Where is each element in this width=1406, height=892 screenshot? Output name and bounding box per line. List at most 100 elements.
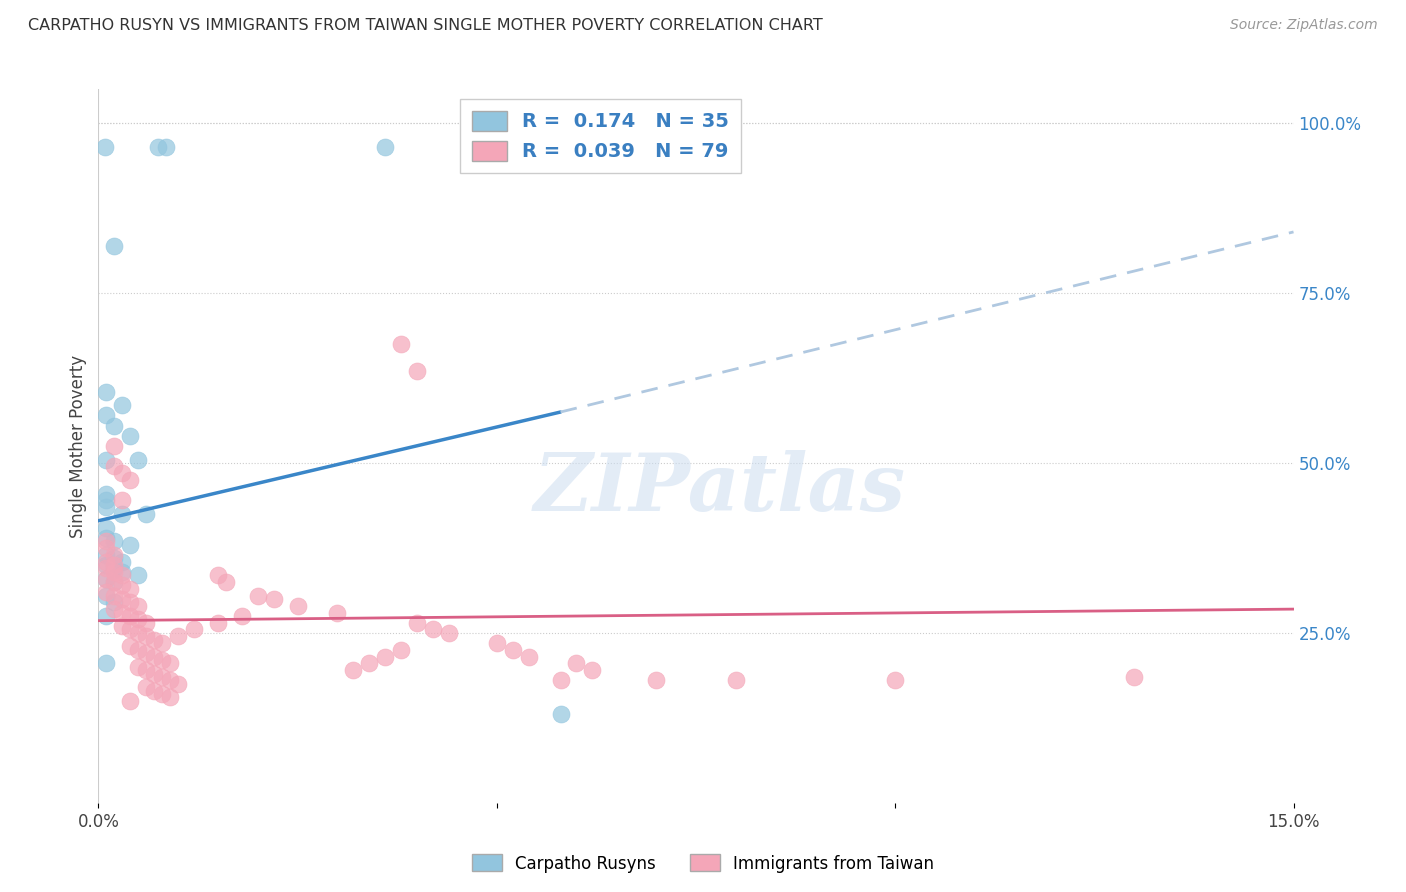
Point: [96, 493, 118, 508]
Text: CARPATHO RUSYN VS IMMIGRANTS FROM TAIWAN SINGLE MOTHER POVERTY CORRELATION CHART: CARPATHO RUSYN VS IMMIGRANTS FROM TAIWAN…: [28, 18, 823, 33]
Point: [127, 599, 149, 613]
Point: [150, 670, 173, 684]
Point: [96, 589, 118, 603]
Point: [148, 140, 170, 154]
Point: [127, 568, 149, 582]
Text: Source: ZipAtlas.com: Source: ZipAtlas.com: [1230, 18, 1378, 32]
Legend: R =  0.174   N = 35, R =  0.039   N = 79: R = 0.174 N = 35, R = 0.039 N = 79: [460, 99, 741, 173]
Point: [135, 663, 157, 677]
Point: [94, 140, 117, 154]
Point: [96, 572, 118, 586]
Point: [96, 561, 118, 575]
Point: [111, 591, 134, 606]
Point: [96, 572, 118, 586]
Point: [96, 486, 118, 500]
Point: [96, 555, 118, 569]
Point: [326, 606, 349, 620]
Point: [263, 591, 285, 606]
Point: [502, 643, 524, 657]
Point: [135, 680, 157, 694]
Point: [96, 452, 118, 467]
Point: [103, 551, 125, 566]
Point: [96, 608, 118, 623]
Point: [127, 660, 149, 674]
Point: [374, 649, 396, 664]
Point: [143, 632, 166, 647]
Point: [103, 418, 125, 433]
Point: [389, 337, 412, 351]
Point: [120, 429, 142, 443]
Point: [127, 643, 149, 657]
Point: [389, 643, 412, 657]
Point: [103, 602, 125, 616]
Point: [96, 548, 118, 562]
Point: [96, 520, 118, 534]
Point: [111, 507, 134, 521]
Point: [96, 585, 118, 599]
Point: [96, 558, 118, 572]
Point: [103, 589, 125, 603]
Point: [96, 384, 118, 399]
Point: [103, 439, 125, 453]
Point: [111, 578, 134, 592]
Point: [96, 541, 118, 555]
Point: [103, 561, 125, 575]
Point: [96, 531, 118, 545]
Point: [150, 653, 173, 667]
Point: [120, 473, 142, 487]
Point: [207, 615, 229, 630]
Point: [103, 565, 125, 579]
Point: [96, 657, 118, 671]
Point: [159, 657, 181, 671]
Point: [581, 663, 603, 677]
Y-axis label: Single Mother Poverty: Single Mother Poverty: [69, 354, 87, 538]
Point: [550, 707, 572, 722]
Point: [103, 548, 125, 562]
Point: [120, 640, 142, 654]
Point: [167, 629, 190, 643]
Point: [135, 629, 157, 643]
Point: [96, 534, 118, 549]
Point: [884, 673, 907, 688]
Text: ZIPatlas: ZIPatlas: [534, 450, 905, 527]
Point: [127, 452, 149, 467]
Point: [287, 599, 309, 613]
Point: [406, 364, 429, 378]
Point: [374, 140, 396, 154]
Point: [120, 537, 142, 551]
Point: [111, 398, 134, 412]
Point: [135, 646, 157, 660]
Point: [167, 677, 190, 691]
Point: [120, 582, 142, 596]
Point: [120, 595, 142, 609]
Point: [103, 574, 125, 589]
Point: [143, 666, 166, 681]
Point: [120, 608, 142, 623]
Point: [103, 574, 125, 589]
Point: [103, 558, 125, 572]
Point: [135, 615, 157, 630]
Point: [207, 568, 229, 582]
Point: [103, 595, 125, 609]
Point: [150, 636, 173, 650]
Point: [159, 673, 181, 688]
Point: [111, 565, 134, 579]
Legend: Carpatho Rusyns, Immigrants from Taiwan: Carpatho Rusyns, Immigrants from Taiwan: [465, 847, 941, 880]
Point: [422, 623, 444, 637]
Point: [127, 612, 149, 626]
Point: [111, 568, 134, 582]
Point: [1123, 670, 1146, 684]
Point: [120, 694, 142, 708]
Point: [155, 140, 177, 154]
Point: [246, 589, 269, 603]
Point: [111, 555, 134, 569]
Point: [437, 626, 460, 640]
Point: [103, 459, 125, 474]
Point: [359, 657, 381, 671]
Point: [183, 623, 205, 637]
Point: [231, 608, 253, 623]
Point: [96, 409, 118, 423]
Point: [96, 500, 118, 515]
Point: [127, 626, 149, 640]
Point: [120, 623, 142, 637]
